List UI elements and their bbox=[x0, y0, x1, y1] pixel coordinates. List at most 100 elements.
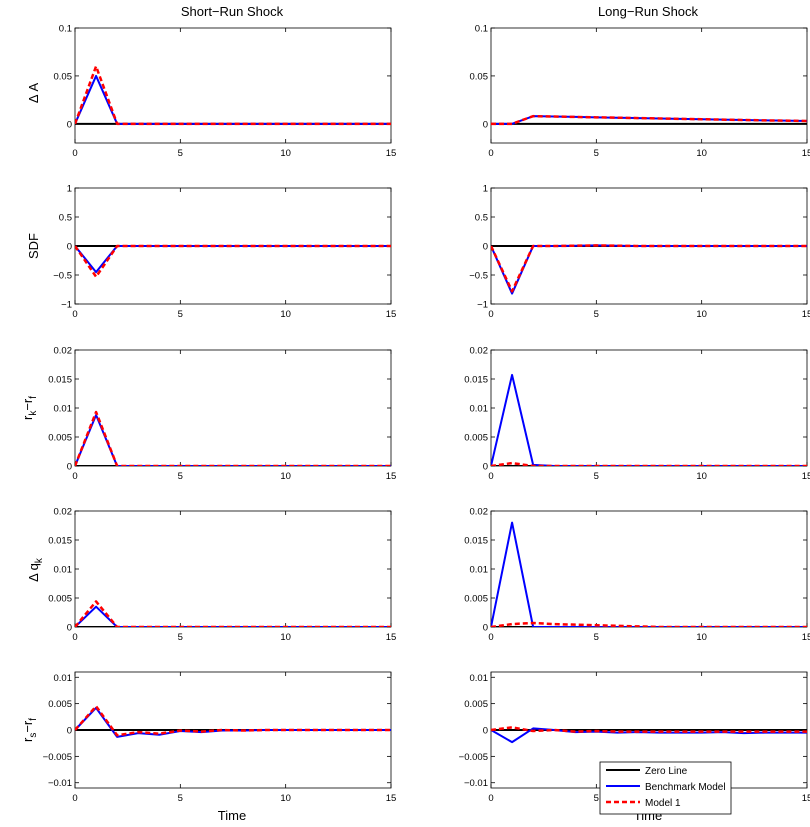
y-tick-label: 0.005 bbox=[48, 433, 72, 444]
row-label-sdf-main: SDF bbox=[26, 233, 41, 259]
y-tick-label: 0.5 bbox=[475, 213, 488, 224]
y-tick-label: −0.005 bbox=[43, 752, 72, 763]
y-tick-label: 0.015 bbox=[48, 375, 72, 386]
legend-box bbox=[599, 761, 732, 815]
x-tick-label: 10 bbox=[696, 309, 707, 320]
y-tick-label: 0.05 bbox=[470, 71, 489, 82]
x-tick-label: 15 bbox=[386, 793, 397, 804]
y-tick-label: 0.01 bbox=[54, 565, 73, 576]
series-line-model-1 bbox=[75, 65, 391, 126]
panel-r1-c1: −1−0.500.510 5 10 15 bbox=[469, 184, 810, 321]
row-label-rs-sub2: f bbox=[28, 718, 39, 721]
x-tick-label: 10 bbox=[696, 632, 707, 643]
x-tick-label: 0 bbox=[488, 309, 493, 320]
y-tick-label: 0.01 bbox=[54, 673, 73, 684]
y-tick-label: 0.005 bbox=[464, 594, 488, 605]
x-tick-label: 15 bbox=[386, 471, 397, 482]
x-tick-label: 5 bbox=[594, 793, 599, 804]
y-tick-label: 0.01 bbox=[470, 404, 489, 415]
x-tick-label: 0 bbox=[72, 309, 77, 320]
y-tick-label: 0.005 bbox=[48, 594, 72, 605]
x-tick-label: 5 bbox=[178, 148, 183, 159]
y-tick-label: −1 bbox=[61, 300, 72, 311]
x-tick-label: 5 bbox=[594, 471, 599, 482]
y-tick-label: −0.01 bbox=[48, 778, 72, 789]
y-tick-label: 0.01 bbox=[54, 404, 73, 415]
series-line-model-1 bbox=[75, 705, 391, 737]
row-label-rs-rf: rs−rf bbox=[20, 718, 39, 742]
x-tick-label: 5 bbox=[594, 309, 599, 320]
y-tick-label: 0.1 bbox=[475, 24, 488, 35]
row-label-rk-mid: −r bbox=[20, 398, 35, 411]
row-label-rk-rf: rk−rf bbox=[20, 396, 39, 420]
x-tick-label: 5 bbox=[178, 632, 183, 643]
x-tick-label: 5 bbox=[178, 793, 183, 804]
panel-r4-c0: −0.01 −0.005 0 0.005 0.01 0 5 10 15 bbox=[43, 671, 397, 804]
x-tick-label: 15 bbox=[386, 309, 397, 320]
x-tick-label: 5 bbox=[594, 632, 599, 643]
panel-r0-c1: 0 0.05 0.1 0 5 10 15 bbox=[470, 24, 810, 160]
x-tick-label: 15 bbox=[386, 632, 397, 643]
y-tick-label: 0.05 bbox=[54, 71, 73, 82]
column-title-long-run: Long−Run Shock bbox=[598, 4, 699, 19]
x-tick-label: 15 bbox=[802, 148, 810, 159]
x-tick-label: 10 bbox=[280, 632, 291, 643]
legend-label-model-1: Model 1 bbox=[645, 798, 681, 809]
x-tick-label: 10 bbox=[696, 148, 707, 159]
y-tick-label: 0 bbox=[67, 623, 72, 634]
row-label-rs-main: r bbox=[20, 737, 35, 742]
row-label-delta-qk: Δ qk bbox=[26, 557, 45, 582]
y-tick-label: 1 bbox=[67, 184, 72, 195]
series-line-model-1 bbox=[75, 410, 391, 466]
legend-label-benchmark: Benchmark Model bbox=[645, 782, 726, 793]
row-label-rs-sub: s bbox=[28, 733, 39, 738]
x-tick-label: 0 bbox=[488, 632, 493, 643]
y-tick-label: −1 bbox=[477, 300, 488, 311]
x-tick-label: 0 bbox=[72, 148, 77, 159]
y-tick-label: 0.1 bbox=[59, 24, 72, 35]
y-tick-label: −0.5 bbox=[469, 271, 488, 282]
y-tick-label: 0.01 bbox=[470, 673, 489, 684]
legend: Zero Line Benchmark Model Model 1 bbox=[599, 761, 732, 815]
y-tick-label: 1 bbox=[483, 184, 488, 195]
axes-box bbox=[74, 510, 392, 628]
x-tick-label: 5 bbox=[594, 148, 599, 159]
row-label-rk-main: r bbox=[20, 415, 35, 420]
panel-r2-c0: 0 0.005 0.01 0.015 0.02 0 5 10 15 bbox=[48, 346, 396, 483]
y-tick-label: 0.005 bbox=[464, 433, 488, 444]
x-tick-label: 0 bbox=[488, 471, 493, 482]
panel-r3-c1: 0 0.005 0.01 0.015 0.02 0 5 10 15 bbox=[464, 507, 810, 644]
x-tick-label: 10 bbox=[280, 793, 291, 804]
x-tick-label: 15 bbox=[802, 309, 810, 320]
series-line-model-1 bbox=[491, 621, 807, 627]
y-tick-label: 0.02 bbox=[470, 507, 489, 518]
series-line-benchmark-model bbox=[491, 373, 807, 466]
x-tick-label: 0 bbox=[488, 793, 493, 804]
axes-box bbox=[490, 27, 808, 144]
y-tick-label: 0.02 bbox=[470, 346, 489, 357]
axes-box bbox=[490, 349, 808, 467]
y-tick-label: 0.01 bbox=[470, 565, 489, 576]
y-tick-label: 0.005 bbox=[48, 699, 72, 710]
panel-r3-c0: 0 0.005 0.01 0.015 0.02 0 5 10 15 bbox=[48, 507, 396, 644]
y-tick-label: 0 bbox=[483, 242, 488, 253]
x-tick-label: 0 bbox=[72, 471, 77, 482]
x-tick-label: 0 bbox=[72, 632, 77, 643]
y-tick-label: −0.005 bbox=[459, 752, 488, 763]
panel-r1-c0: −1−0.500.510 5 10 15 bbox=[53, 184, 396, 321]
y-tick-label: 0.5 bbox=[59, 213, 72, 224]
row-label-rk-sub: k bbox=[28, 410, 39, 416]
y-tick-label: 0 bbox=[67, 726, 72, 737]
axes-box bbox=[74, 349, 392, 467]
y-tick-label: 0 bbox=[67, 242, 72, 253]
series-line-benchmark-model bbox=[491, 727, 807, 744]
x-tick-label: 0 bbox=[488, 148, 493, 159]
row-label-delta-a-main: Δ A bbox=[26, 83, 41, 104]
row-label-qk-sub: k bbox=[34, 557, 45, 563]
series-line-benchmark-model bbox=[75, 245, 391, 274]
row-label-qk-main: Δ q bbox=[26, 563, 41, 582]
x-tick-label: 5 bbox=[178, 309, 183, 320]
row-label-rk-sub2: f bbox=[28, 396, 39, 399]
